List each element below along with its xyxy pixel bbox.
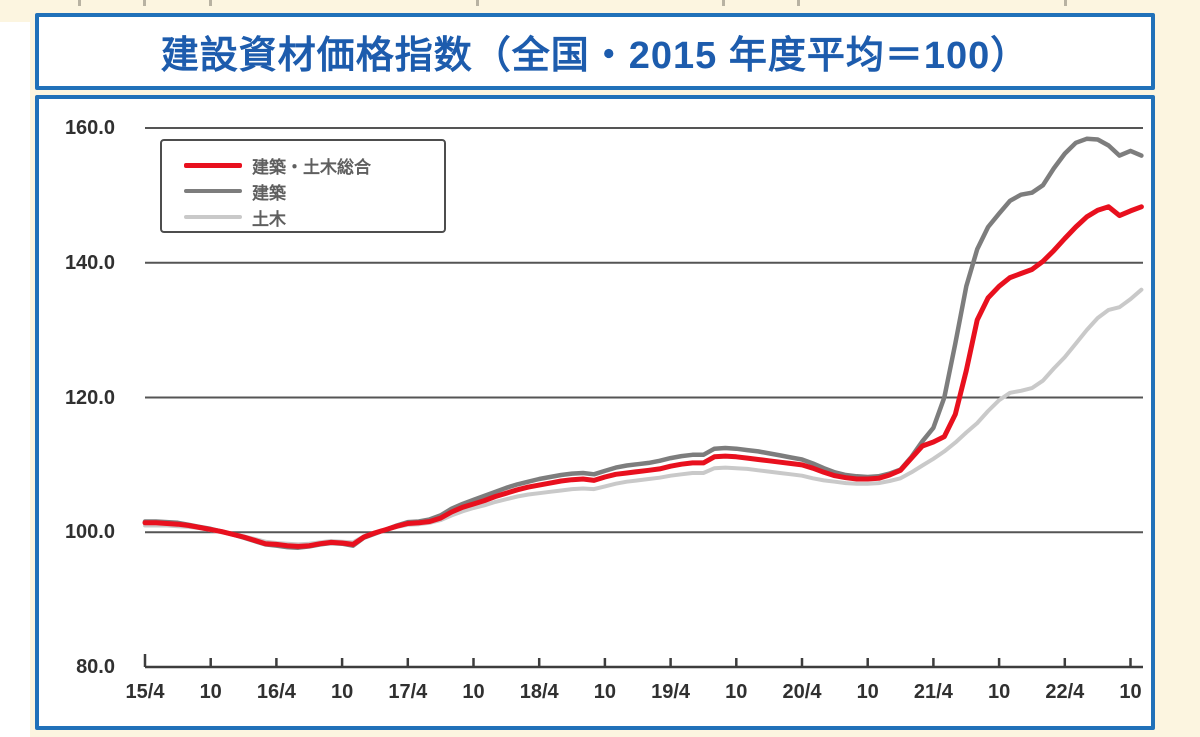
legend-line-swatch <box>184 162 242 168</box>
x-axis-label: 22/4 <box>1045 681 1085 703</box>
x-axis-label: 19/4 <box>651 681 691 703</box>
x-axis-label: 21/4 <box>913 681 953 703</box>
x-axis-label: 17/4 <box>388 681 428 703</box>
x-axis-label: 16/4 <box>256 681 296 703</box>
legend: 建築・土木総合 建築 土木 <box>160 139 446 233</box>
legend-line-swatch <box>184 215 242 219</box>
tick-remnant <box>722 0 725 6</box>
price-index-chart: 160.0 140.0 120.0 100.0 80.0 15/4 10 16/… <box>35 95 1155 730</box>
x-axis-label: 10 <box>330 681 354 703</box>
legend-label: 建築・土木総合 <box>252 157 371 177</box>
tick-remnant <box>209 0 212 6</box>
legend-label: 建築 <box>252 183 286 203</box>
x-axis-label: 10 <box>856 681 879 703</box>
cropped-chart-remnant <box>0 0 1200 10</box>
x-axis-label: 15/4 <box>125 681 165 703</box>
chart-title-box: 建設資材価格指数（全国・2015 年度平均＝100） <box>35 13 1155 90</box>
x-axis-label: 18/4 <box>519 681 559 703</box>
tick-remnant <box>476 0 479 6</box>
legend-item: 土木 <box>184 204 444 230</box>
tick-remnant <box>1064 0 1067 6</box>
tick-remnant <box>797 0 800 6</box>
tick-remnant <box>143 0 146 6</box>
legend-line-swatch <box>184 188 242 194</box>
x-axis-label: 20/4 <box>782 681 822 703</box>
x-axis-label: 10 <box>725 681 748 703</box>
page-margin <box>0 22 30 737</box>
y-axis-label: 100.0 <box>64 521 115 544</box>
tick-remnant <box>78 0 81 6</box>
x-axis-label: 10 <box>462 681 485 703</box>
y-axis-label: 80.0 <box>76 656 115 678</box>
x-axis-label: 10 <box>987 681 1011 703</box>
chart-title: 建設資材価格指数（全国・2015 年度平均＝100） <box>160 35 1030 77</box>
plot-area <box>142 127 1144 669</box>
legend-item: 建築 <box>184 178 444 204</box>
x-axis-label: 10 <box>199 681 222 703</box>
x-axis-label: 10 <box>593 681 617 703</box>
y-axis-label: 120.0 <box>64 386 115 409</box>
y-axis-label: 160.0 <box>64 117 115 139</box>
legend-label: 土木 <box>252 209 286 229</box>
y-axis-label: 140.0 <box>64 251 115 274</box>
legend-item: 建築・土木総合 <box>184 152 444 178</box>
x-axis-label: 10 <box>1119 681 1142 703</box>
